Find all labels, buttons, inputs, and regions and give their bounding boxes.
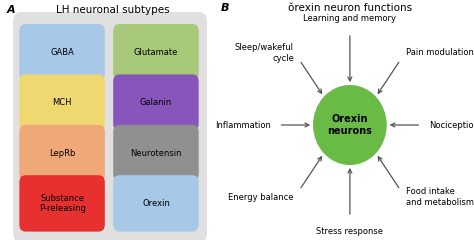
FancyBboxPatch shape [19, 74, 105, 131]
FancyBboxPatch shape [19, 125, 105, 181]
Text: Orexin
neurons: Orexin neurons [328, 114, 373, 136]
Text: Food intake
and metabolism: Food intake and metabolism [406, 187, 474, 207]
Text: Orexin: Orexin [142, 199, 170, 208]
Text: Neurotensin: Neurotensin [130, 149, 182, 157]
Text: Sleep/wakeful
cycle: Sleep/wakeful cycle [235, 43, 294, 63]
FancyBboxPatch shape [113, 24, 199, 80]
Text: LepRb: LepRb [49, 149, 75, 157]
FancyBboxPatch shape [19, 175, 105, 232]
Text: Substance
P-releasing: Substance P-releasing [39, 194, 85, 213]
Text: Nociception: Nociception [429, 120, 474, 130]
Text: Energy balance: Energy balance [228, 193, 294, 202]
FancyBboxPatch shape [113, 125, 199, 181]
FancyBboxPatch shape [113, 175, 199, 232]
Text: B: B [220, 3, 229, 13]
FancyBboxPatch shape [113, 74, 199, 131]
Text: GABA: GABA [50, 48, 74, 57]
Text: Pain modulation: Pain modulation [406, 48, 474, 57]
FancyBboxPatch shape [13, 12, 207, 240]
Text: Inflammation: Inflammation [215, 120, 271, 130]
Text: Glutamate: Glutamate [134, 48, 178, 57]
Text: Galanin: Galanin [140, 98, 172, 107]
Text: ŏrexin neuron functions: ŏrexin neuron functions [288, 3, 412, 13]
Text: Stress response: Stress response [317, 227, 383, 236]
FancyBboxPatch shape [19, 24, 105, 80]
Text: A: A [7, 5, 16, 15]
Text: MCH: MCH [52, 98, 72, 107]
Ellipse shape [313, 85, 387, 165]
Text: LH neuronal subtypes: LH neuronal subtypes [56, 5, 170, 15]
Text: Learning and memory: Learning and memory [303, 14, 396, 23]
